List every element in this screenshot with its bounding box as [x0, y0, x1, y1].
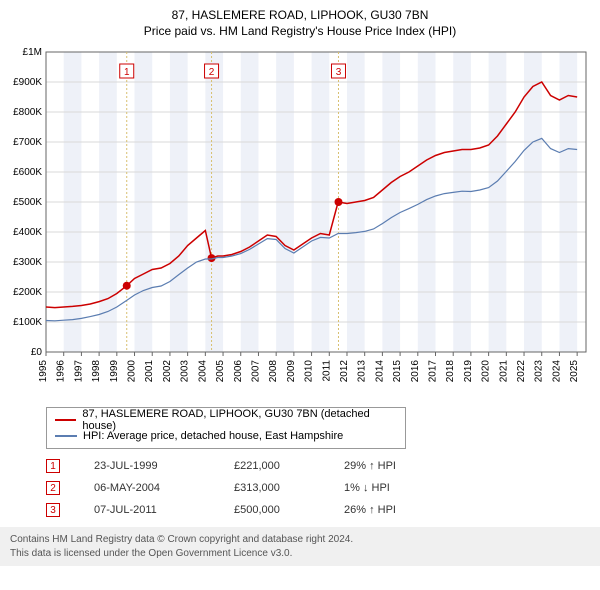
title-address: 87, HASLEMERE ROAD, LIPHOOK, GU30 7BN: [0, 8, 600, 22]
x-tick-label: 2025: [569, 360, 580, 383]
sale-row-price: £313,000: [234, 482, 344, 494]
sale-rows: 1 23-JUL-1999£221,00029% ↑ HPI 2 06-MAY-200…: [46, 455, 546, 521]
sale-row-date: 23-JUL-1999: [94, 460, 234, 472]
y-tick-label: £500K: [13, 197, 42, 208]
x-tick-label: 1995: [38, 360, 49, 383]
sale-row-price: £500,000: [234, 504, 344, 516]
x-tick-label: 1997: [73, 360, 84, 383]
chart-container: 87, HASLEMERE ROAD, LIPHOOK, GU30 7BN Pr…: [0, 0, 600, 566]
footer-attribution: Contains HM Land Registry data © Crown c…: [0, 527, 600, 566]
x-tick-label: 2012: [339, 360, 350, 383]
legend-item: 87, HASLEMERE ROAD, LIPHOOK, GU30 7BN (d…: [55, 412, 397, 428]
x-tick-label: 1999: [109, 360, 120, 383]
x-tick-label: 2007: [250, 360, 261, 383]
legend-label: HPI: Average price, detached house, East…: [83, 430, 343, 442]
legend-swatch: [55, 435, 77, 437]
x-tick-label: 2011: [321, 360, 332, 382]
x-tick-label: 2019: [463, 360, 474, 383]
x-tick-label: 2017: [428, 360, 439, 383]
x-tick-label: 2013: [357, 360, 368, 383]
x-tick-label: 1998: [91, 360, 102, 383]
y-tick-label: £0: [31, 347, 43, 358]
sale-row-price: £221,000: [234, 460, 344, 472]
x-tick-label: 2022: [516, 360, 527, 383]
sale-row-badge: 3: [46, 503, 60, 517]
x-tick-label: 2004: [197, 360, 208, 383]
footer-line1: Contains HM Land Registry data © Crown c…: [10, 533, 590, 547]
x-tick-label: 2015: [392, 360, 403, 383]
x-tick-label: 2001: [144, 360, 155, 383]
y-tick-label: £1M: [23, 47, 42, 58]
y-tick-label: £800K: [13, 107, 42, 118]
x-tick-label: 2005: [215, 360, 226, 383]
footer-line2: This data is licensed under the Open Gov…: [10, 547, 590, 561]
x-tick-label: 2024: [551, 360, 562, 383]
sale-row: 2 06-MAY-2004£313,0001% ↓ HPI: [46, 477, 546, 499]
y-tick-label: £700K: [13, 137, 42, 148]
x-tick-label: 2021: [498, 360, 509, 383]
sale-row: 1 23-JUL-1999£221,00029% ↑ HPI: [46, 455, 546, 477]
title-subtitle: Price paid vs. HM Land Registry's House …: [0, 24, 600, 38]
sale-row-hpi: 29% ↑ HPI: [344, 460, 454, 472]
sale-row-hpi: 1% ↓ HPI: [344, 482, 454, 494]
sale-row-date: 07-JUL-2011: [94, 504, 234, 516]
y-tick-label: £300K: [13, 257, 42, 268]
x-tick-label: 2010: [304, 360, 315, 383]
sale-row-badge: 2: [46, 481, 60, 495]
y-tick-label: £600K: [13, 167, 42, 178]
legend-label: 87, HASLEMERE ROAD, LIPHOOK, GU30 7BN (d…: [82, 408, 397, 432]
x-tick-label: 1996: [56, 360, 67, 383]
x-tick-label: 2009: [286, 360, 297, 383]
x-tick-label: 2006: [233, 360, 244, 383]
price-chart-svg: £0 £100K £200K £300K £400K £500K £600K £700K £80…: [0, 44, 600, 399]
x-tick-label: 2008: [268, 360, 279, 383]
x-tick-label: 2020: [481, 360, 492, 383]
sale-marker-number: 2: [209, 67, 215, 78]
sale-marker-number: 3: [336, 67, 342, 78]
x-tick-label: 2003: [180, 360, 191, 383]
legend-box: 87, HASLEMERE ROAD, LIPHOOK, GU30 7BN (d…: [46, 407, 406, 449]
sale-marker-number: 1: [124, 67, 130, 78]
y-tick-label: £200K: [13, 287, 42, 298]
x-tick-label: 2014: [374, 360, 385, 383]
x-tick-label: 2018: [445, 360, 456, 383]
x-tick-label: 2002: [162, 360, 173, 383]
sale-row: 3 07-JUL-2011£500,00026% ↑ HPI: [46, 499, 546, 521]
x-tick-label: 2023: [534, 360, 545, 383]
y-tick-label: £900K: [13, 77, 42, 88]
sale-row-date: 06-MAY-2004: [94, 482, 234, 494]
sale-row-hpi: 26% ↑ HPI: [344, 504, 454, 516]
legend-swatch: [55, 419, 76, 421]
y-tick-label: £400K: [13, 227, 42, 238]
chart-area: £0 £100K £200K £300K £400K £500K £600K £700K £80…: [0, 44, 600, 399]
sale-row-badge: 1: [46, 459, 60, 473]
x-tick-label: 2000: [127, 360, 138, 383]
x-tick-label: 2016: [410, 360, 421, 383]
y-tick-label: £100K: [13, 317, 42, 328]
